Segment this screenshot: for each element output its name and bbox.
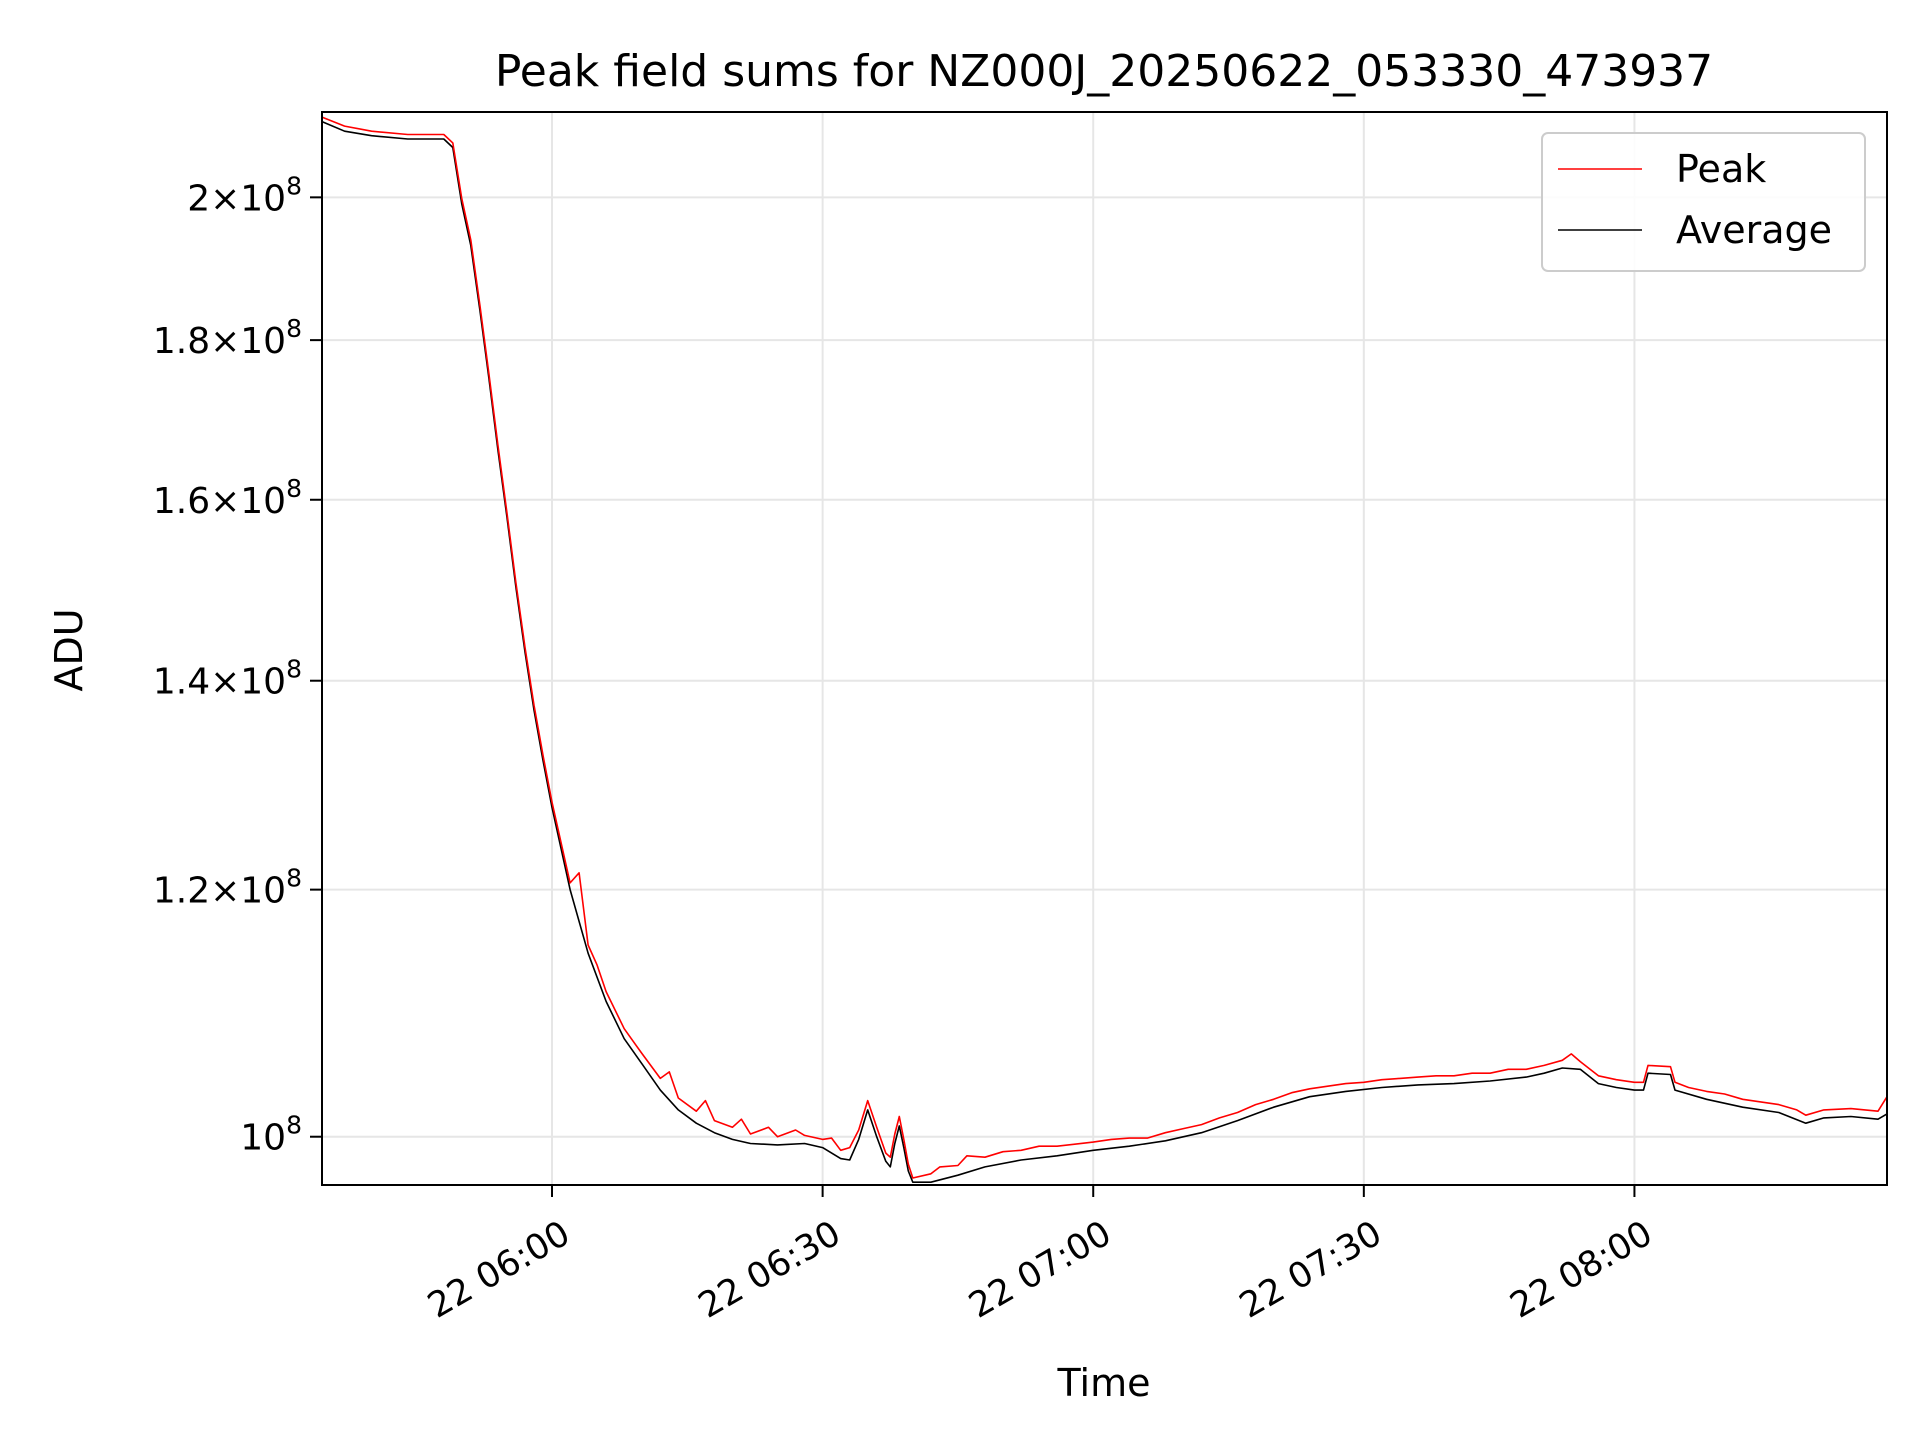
- y-tick-label: 2×108: [187, 171, 302, 219]
- y-tick-label: 1.6×108: [153, 474, 302, 522]
- y-axis-label: ADU: [47, 608, 91, 691]
- y-axis-ticks: 108 1.2×108 1.4×108 1.6×108 1.8×108 2×108: [153, 171, 322, 1159]
- legend-label-average: Average: [1676, 208, 1832, 252]
- y-tick-label: 108: [240, 1111, 302, 1159]
- legend-box: [1541, 132, 1866, 272]
- series-layer: [322, 116, 1887, 1183]
- y-tick-label: 1.2×108: [153, 864, 302, 912]
- legend: Peak Average: [1541, 132, 1866, 272]
- series-line-peak: [322, 116, 1887, 1179]
- x-axis-label: Time: [1057, 1361, 1151, 1405]
- y-tick-label: 1.4×108: [153, 655, 302, 703]
- y-tick-label: 1.8×108: [153, 314, 302, 362]
- chart-title: Peak field sums for NZ000J_20250622_0533…: [495, 46, 1713, 97]
- plot-frame: [321, 111, 1888, 1186]
- legend-label-peak: Peak: [1676, 147, 1766, 191]
